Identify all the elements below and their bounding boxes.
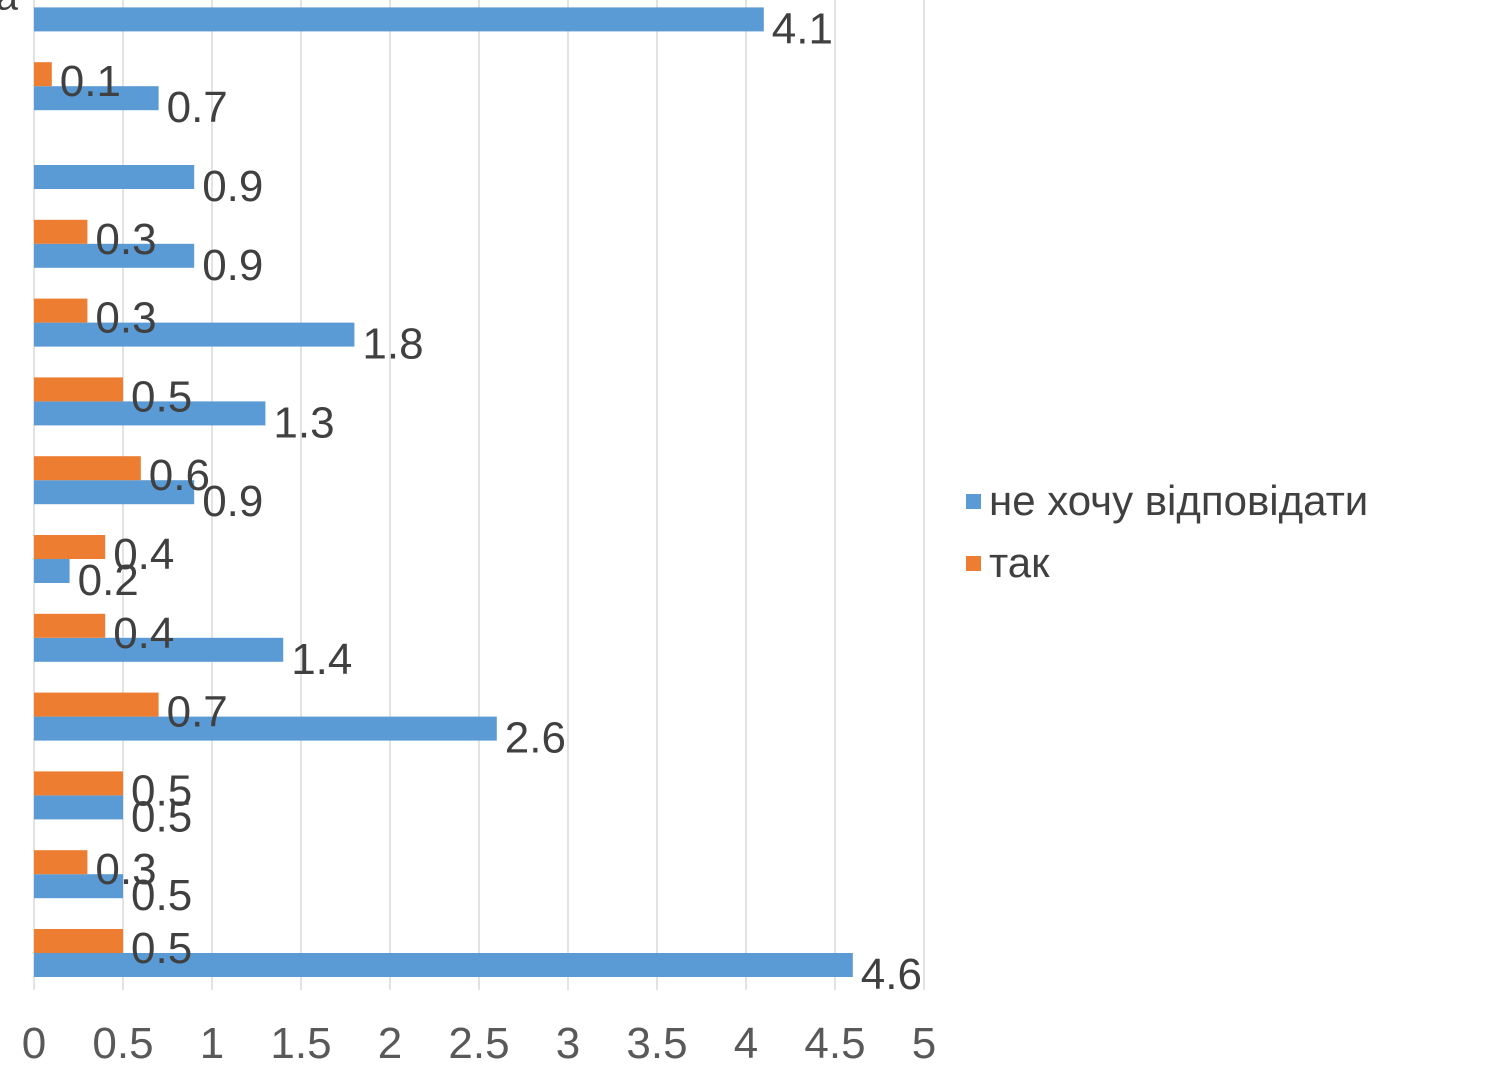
legend-item-series-2: так [966,532,1368,594]
bar-series-2 [34,377,123,402]
bar-series-1 [34,716,497,741]
data-label-series-1: 0.9 [202,477,263,526]
data-label-series-1: 0.2 [78,556,139,605]
x-tick-label: 1 [200,1019,224,1066]
data-label-series-2: 0.1 [60,57,121,106]
bar-series-2 [34,613,106,638]
data-label-series-2: 0.7 [167,688,228,737]
x-axis-ticks: 0 0.5 1 1.5 2 2.5 3 3.5 4 4.5 5 [22,1019,936,1066]
bar-series-1 [34,165,195,189]
data-label-series-1: 0.7 [167,83,228,132]
x-tick-label: 2.5 [448,1019,509,1066]
x-tick-label: 4.5 [804,1019,865,1066]
x-tick-label: 2 [378,1019,402,1066]
data-label-series-1: 1.3 [273,398,334,447]
bar-series-1 [34,7,764,32]
data-label-series-1: 2.6 [505,714,566,763]
bar-series-1 [34,953,853,977]
bar-series-1 [34,480,195,505]
x-tick-label: 3 [556,1019,580,1066]
category-label: а [0,0,19,18]
bars [34,7,853,977]
bar-series-1 [34,401,266,426]
data-label-series-2: 0.5 [131,924,192,973]
x-tick-label: 0 [22,1019,46,1066]
x-tick-label: 5 [912,1019,936,1066]
bar-series-2 [34,692,159,717]
bar-series-2 [34,929,123,953]
bar-series-1 [34,243,195,268]
data-label-series-2: 0.3 [95,294,156,343]
bar-series-1 [34,86,159,111]
bar-series-2 [34,298,88,323]
data-label-series-2: 0.5 [131,766,192,815]
data-label-series-2: 0.5 [131,372,192,421]
legend-label-series-2: так [989,539,1050,586]
bar-series-1 [34,559,70,583]
legend: не хочу відповідати так [966,470,1368,594]
bar-series-1 [34,322,355,347]
x-tick-label: 1.5 [270,1019,331,1066]
data-label-series-2: 0.4 [113,609,174,658]
data-label-series-2: 0.3 [95,215,156,264]
data-labels: 4.60.50.50.30.50.52.60.71.40.40.20.40.90… [60,4,922,999]
x-tick-label: 3.5 [626,1019,687,1066]
data-label-series-1: 0.5 [131,871,192,920]
data-label-series-1: 4.1 [772,4,833,53]
legend-item-series-1: не хочу відповідати [966,470,1368,532]
data-label-series-2: 0.4 [113,530,174,579]
category-labels: а [0,0,19,18]
legend-label-series-1: не хочу відповідати [989,477,1369,524]
data-label-series-1: 1.4 [291,635,352,684]
x-tick-label: 4 [734,1019,758,1066]
x-tick-label: 0.5 [92,1019,153,1066]
data-label-series-2: 0.3 [95,845,156,894]
bar-series-1 [34,637,284,662]
data-label-series-1: 4.6 [861,950,922,999]
bar-series-1 [34,874,123,899]
bar-series-2 [34,456,141,481]
data-label-series-2: 0.6 [149,451,210,500]
bar-series-1 [34,795,123,820]
bar-series-2 [34,535,106,559]
data-label-series-1: 0.5 [131,792,192,841]
bar-series-2 [34,62,52,87]
legend-swatch-series-2 [966,555,981,571]
bar-series-2 [34,850,88,875]
data-label-series-1: 0.9 [202,241,263,290]
bar-series-2 [34,771,123,796]
legend-swatch-series-1 [966,493,981,509]
bar-series-2 [34,219,88,244]
data-label-series-1: 0.9 [202,162,263,211]
data-label-series-1: 1.8 [362,320,423,369]
